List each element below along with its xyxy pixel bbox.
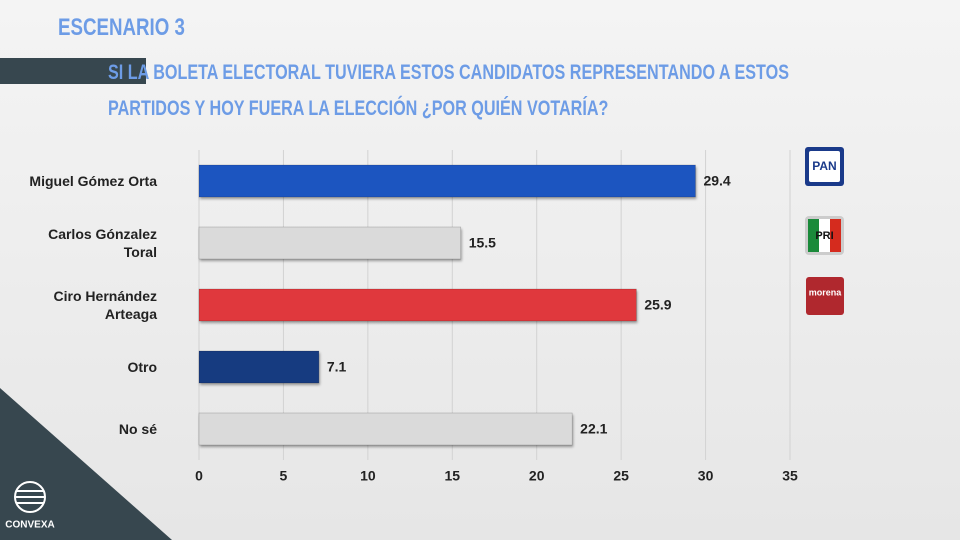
corner-triangle <box>0 388 172 540</box>
brand: CONVEXA <box>5 520 54 531</box>
value-label: 25.9 <box>644 297 671 313</box>
category-label: Ciro Hernández Arteaga <box>53 288 157 322</box>
brand-logo <box>14 481 46 513</box>
pri-logo: PRI <box>805 216 844 255</box>
category-label: No sé <box>118 421 157 437</box>
category-label: Miguel Gómez Orta <box>29 173 157 189</box>
title: ESCENARIO 3 <box>58 14 185 41</box>
x-tick-label: 20 <box>529 468 545 484</box>
category-label: Carlos Gónzalez Toral <box>48 226 157 260</box>
party-logo: PRI <box>815 230 833 242</box>
party-logo: morena <box>809 287 843 297</box>
bar <box>198 164 696 198</box>
value-label: 29.4 <box>703 173 730 189</box>
pan-logo: PAN <box>805 147 844 186</box>
subtitle: SI LA BOLETA ELECTORAL TUVIERA ESTOS CAN… <box>108 61 790 120</box>
x-tick-label: 10 <box>360 468 376 484</box>
bar <box>198 412 573 446</box>
x-tick-label: 25 <box>613 468 629 484</box>
x-tick-label: 35 <box>782 468 798 484</box>
bar <box>198 226 462 260</box>
value-label: 7.1 <box>327 359 347 375</box>
bar <box>198 350 320 384</box>
x-tick-label: 5 <box>280 468 288 484</box>
value-label: 15.5 <box>469 235 496 251</box>
header-band <box>0 58 146 84</box>
x-tick-label: 15 <box>444 468 460 484</box>
bar <box>198 288 637 322</box>
x-tick-label: 0 <box>195 468 203 484</box>
category-label: Otro <box>127 359 157 375</box>
party-logo: PAN <box>812 159 836 173</box>
morena-logo: morena <box>806 277 844 315</box>
x-tick-label: 30 <box>698 468 714 484</box>
value-label: 22.1 <box>580 421 607 437</box>
